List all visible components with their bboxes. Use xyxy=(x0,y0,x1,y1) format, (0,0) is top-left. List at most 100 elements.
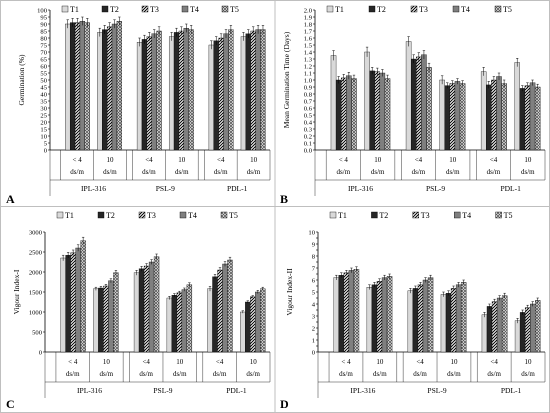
bar-t3 xyxy=(250,30,256,151)
bar-t3 xyxy=(217,269,223,353)
legend-swatch-t2 xyxy=(101,5,109,13)
bar-t5 xyxy=(351,78,357,151)
bar-t4 xyxy=(496,76,502,151)
bar-t1 xyxy=(407,290,414,353)
subgroup-unit: ds/m xyxy=(213,370,227,378)
group-label: PSL-9 xyxy=(426,184,445,193)
y-tick-label: 0.7 xyxy=(304,98,313,105)
bar-t4 xyxy=(108,280,114,353)
bar-t5 xyxy=(116,21,122,151)
legend-swatch-t1 xyxy=(329,211,337,219)
bar-t4 xyxy=(151,33,157,151)
y-tick-label: 1.7 xyxy=(304,28,313,35)
legend-swatch-t1 xyxy=(326,5,334,13)
legend-swatch-t4 xyxy=(452,5,460,13)
bar-t4 xyxy=(530,303,536,353)
y-tick-label: 0.9 xyxy=(304,84,313,91)
bar-t4 xyxy=(111,23,118,151)
subgroup-label: 10 xyxy=(450,358,458,366)
bar-t3 xyxy=(450,288,457,353)
y-axis-title: Mean Germination Time (Days) xyxy=(282,31,291,128)
y-tick-label: 0.0 xyxy=(304,147,313,154)
y-tick-label: 100 xyxy=(37,7,48,14)
subgroup-unit: ds/m xyxy=(371,168,385,176)
bar-t2 xyxy=(102,29,108,151)
bar-t2 xyxy=(171,295,178,353)
subgroup-unit: ds/m xyxy=(412,168,426,176)
legend: T1 T2 T3 T4 T5 xyxy=(329,211,512,220)
group-label: PDL-1 xyxy=(227,184,248,193)
legend: T1 T2 T3 T4 T5 xyxy=(326,5,512,14)
y-tick-label: 1000 xyxy=(29,309,43,316)
subgroup-label: <4 xyxy=(142,358,150,366)
bar-t3 xyxy=(143,265,150,353)
bar-t4 xyxy=(346,75,352,151)
subgroup-unit: ds/m xyxy=(70,168,84,176)
panel-letter: C xyxy=(6,397,15,411)
legend-swatch-t3 xyxy=(138,211,146,219)
y-tick-label: 60 xyxy=(40,63,47,70)
group-label: IPL-316 xyxy=(350,386,375,395)
bar-t5 xyxy=(353,269,360,353)
bar-t2 xyxy=(69,22,76,151)
subgroup-unit: ds/m xyxy=(521,370,535,378)
y-tick-label: 0.8 xyxy=(304,91,313,98)
bar-t1 xyxy=(93,288,99,353)
group-label: PSL-9 xyxy=(156,184,175,193)
y-tick-label: 35 xyxy=(40,98,47,105)
bar-t2 xyxy=(245,301,251,353)
bar-t4 xyxy=(381,277,388,353)
bar-t5 xyxy=(460,282,467,353)
group-label: IPL-316 xyxy=(81,184,106,193)
subgroup-label: <4 xyxy=(490,358,498,366)
bar-t2 xyxy=(245,33,251,151)
legend-swatch-t5 xyxy=(220,211,228,219)
bar-t1 xyxy=(168,36,175,151)
bar-t1 xyxy=(440,294,447,353)
legend-label: T4 xyxy=(190,5,199,14)
legend-label: T1 xyxy=(338,211,347,220)
bar-t1 xyxy=(514,320,521,353)
y-tick-label: 1.6 xyxy=(304,35,313,42)
bar-t3 xyxy=(376,281,383,353)
bar-t1 xyxy=(240,36,247,151)
bar-t3 xyxy=(343,272,350,353)
legend-swatch-t3 xyxy=(412,211,419,219)
bar-t4 xyxy=(421,54,427,151)
bar-t3 xyxy=(417,284,424,353)
bar-t1 xyxy=(330,55,337,151)
bar-t3 xyxy=(416,56,422,151)
subgroup-label: 10 xyxy=(178,156,186,164)
legend-swatch-t4 xyxy=(179,211,187,219)
legend-swatch-t2 xyxy=(368,5,376,13)
y-tick-label: 2000 xyxy=(29,269,43,276)
y-tick-label: 25 xyxy=(40,112,47,119)
legend-label: T5 xyxy=(230,5,239,14)
bar-t1 xyxy=(65,23,71,151)
bar-t5 xyxy=(260,288,266,353)
bar-t5 xyxy=(501,83,507,151)
subgroup-unit: ds/m xyxy=(175,168,189,176)
subgroup-label: < 4 xyxy=(68,358,78,366)
subgroup-label: 10 xyxy=(250,358,258,366)
legend-label: T2 xyxy=(377,5,386,14)
subgroup-label: <4 xyxy=(490,156,498,164)
bar-t4 xyxy=(223,33,229,151)
y-tick-label: 0 xyxy=(44,147,48,154)
subgroup-label: 10 xyxy=(376,358,384,366)
bar-t2 xyxy=(213,40,219,151)
bar-t2 xyxy=(65,255,71,353)
bar-t4 xyxy=(422,279,429,353)
legend-swatch-t5 xyxy=(495,211,502,219)
bar-t4 xyxy=(79,21,86,151)
subgroup-unit: ds/m xyxy=(100,370,114,378)
bar-t2 xyxy=(445,293,452,353)
subgroup-label: 10 xyxy=(250,156,258,164)
bar-t3 xyxy=(176,292,183,353)
y-tick-label: 0 xyxy=(312,349,316,356)
legend-label: T3 xyxy=(150,5,159,14)
bar-t3 xyxy=(491,79,497,151)
legend-label: T5 xyxy=(503,5,512,14)
bar-t1 xyxy=(208,44,214,151)
bar-t2 xyxy=(173,32,180,151)
